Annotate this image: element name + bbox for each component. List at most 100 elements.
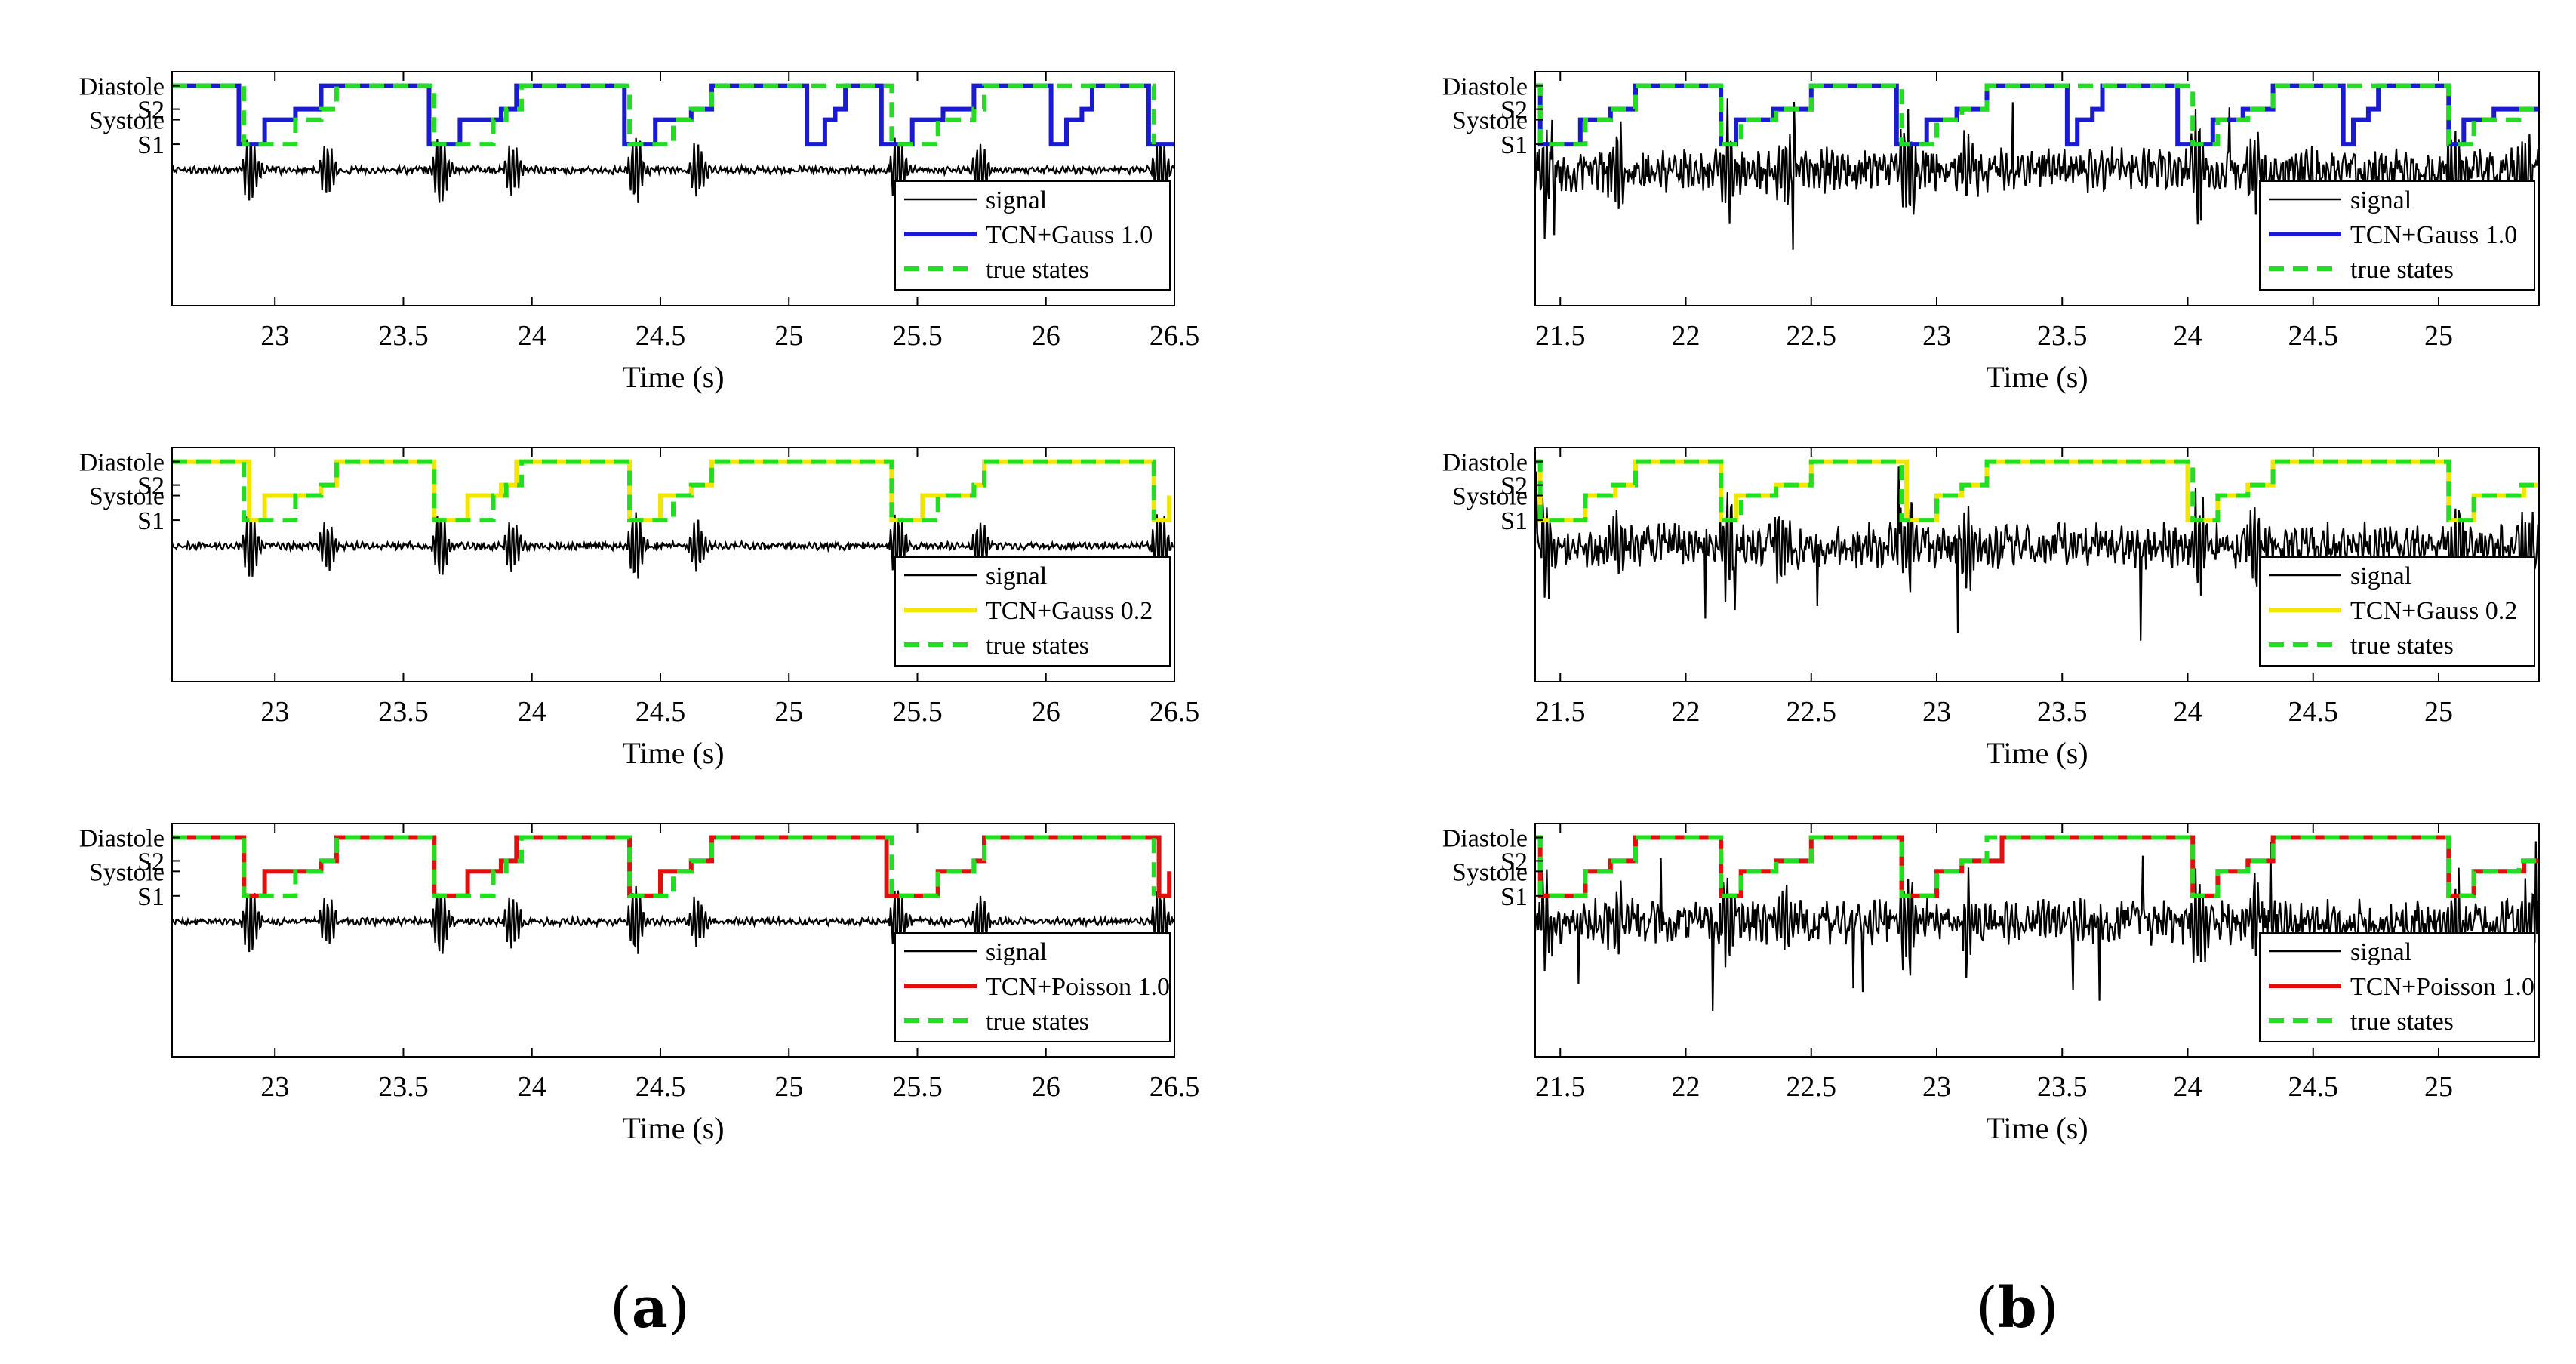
chart-a-3-true-states-line xyxy=(172,835,1156,898)
chart-a-2-xtick-label: 25 xyxy=(774,696,803,728)
chart-b-3-xtick-label: 22 xyxy=(1672,1071,1700,1103)
chart-b-2-axes-box xyxy=(1534,447,2540,682)
chart-b-1-xtick-label: 25 xyxy=(2424,320,2453,352)
chart-a-3-axes-box xyxy=(171,823,1175,1058)
chart-b-1-xtick-label: 23 xyxy=(1922,320,1951,352)
chart-a-2-true-states-line xyxy=(172,459,1156,523)
chart-a-2-legend-label: TCN+Gauss 0.2 xyxy=(986,597,1153,625)
chart-b-2-xtick-label: 23 xyxy=(1922,696,1951,728)
chart-a-3-ylabel-s2: S2 xyxy=(137,848,165,876)
chart-b-1-legend-label: TCN+Gauss 1.0 xyxy=(2350,221,2517,249)
chart-a-3-xtick-label: 25.5 xyxy=(892,1071,943,1103)
chart-a-3-ylabel-systole: Systole xyxy=(89,858,165,886)
panel-label-b-close: ) xyxy=(2036,1276,2059,1341)
chart-a-3-plot-area xyxy=(172,835,1174,954)
chart-b-1-xlabel: Time (s) xyxy=(1986,360,2088,394)
chart-b-1-signal-line xyxy=(1535,98,2539,250)
chart-b-1-xtick-label: 24.5 xyxy=(2288,320,2339,352)
chart-a-2-axes-box xyxy=(171,447,1175,682)
chart-a-1-legend-label: TCN+Gauss 1.0 xyxy=(986,221,1153,249)
chart-b-2-prediction-line xyxy=(1535,459,2539,523)
chart-b-1-xtick-label: 23.5 xyxy=(2037,320,2088,352)
chart-b-3-true-states-line xyxy=(1535,835,2539,898)
chart-a-1-xlabel: Time (s) xyxy=(622,360,724,394)
chart-b-3-prediction-line xyxy=(1535,835,2539,898)
chart-a-1-xtick-label: 25.5 xyxy=(892,320,943,352)
chart-a-1-xtick-label: 25 xyxy=(774,320,803,352)
chart-a-1-legend-label: true states xyxy=(986,256,1089,284)
panel-label-a: (a) xyxy=(610,1276,690,1341)
chart-b-2-ylabel-s2: S2 xyxy=(1500,473,1528,500)
chart-a-3-prediction-line xyxy=(172,835,1172,898)
chart-a-2-ylabel-systole: Systole xyxy=(89,483,165,511)
chart-b-1-legend-label: signal xyxy=(2350,186,2411,214)
chart-a-2-xtick-label: 24.5 xyxy=(636,696,686,728)
chart-a-2-prediction-line xyxy=(172,459,1172,523)
chart-b-1-ylabel-s2: S2 xyxy=(1500,97,1528,125)
chart-b-2-ylabel-s1: S1 xyxy=(1500,507,1528,535)
chart-b-3-ylabel-systole: Systole xyxy=(1452,858,1528,886)
chart-b-2-xtick-label: 21.5 xyxy=(1535,696,1586,728)
panel-label-b-letter: b xyxy=(1997,1276,2037,1341)
chart-a-3-xtick-label: 24 xyxy=(518,1071,546,1103)
chart-b-3-xlabel: Time (s) xyxy=(1986,1111,2088,1145)
chart-b-2-true-states-line xyxy=(1535,459,2539,523)
chart-a-2-ylabel-diastole: Diastole xyxy=(79,449,165,477)
chart-b-3-legend-label: TCN+Poisson 1.0 xyxy=(2350,973,2534,1001)
chart-b-1-xtick-label: 22 xyxy=(1672,320,1700,352)
chart-b-3-xtick-label: 23.5 xyxy=(2037,1071,2088,1103)
chart-b-3-ylabel-s2: S2 xyxy=(1500,848,1528,876)
chart-b-3-xtick-label: 21.5 xyxy=(1535,1071,1586,1103)
chart-b-1-legend-label: true states xyxy=(2350,256,2454,284)
chart-a-1-plot-area xyxy=(172,83,1174,204)
chart-a-2-plot-area xyxy=(172,459,1174,580)
chart-a-1-ylabel-systole: Systole xyxy=(89,107,165,135)
panel-label-a-letter: a xyxy=(631,1276,668,1341)
chart-a-3-ylabel-diastole: Diastole xyxy=(79,825,165,853)
chart-a-1-ylabel-s2: S2 xyxy=(137,97,165,125)
chart-a-1-xtick-label: 26.5 xyxy=(1150,320,1200,352)
chart-b-3-xtick-label: 22.5 xyxy=(1787,1071,1837,1103)
chart-b-1-xtick-label: 22.5 xyxy=(1787,320,1837,352)
chart-b-3-ylabel-s1: S1 xyxy=(1500,883,1528,911)
chart-b-1-ylabel-systole: Systole xyxy=(1452,107,1528,135)
chart-a-3-xtick-label: 24.5 xyxy=(636,1071,686,1103)
chart-a-2-xlabel: Time (s) xyxy=(622,736,724,770)
chart-b-3-xtick-label: 24 xyxy=(2174,1071,2202,1103)
chart-a-3-xtick-label: 25 xyxy=(774,1071,803,1103)
chart-b-2-legend-label: signal xyxy=(2350,562,2411,590)
chart-b-2-legend-label: true states xyxy=(2350,632,2454,660)
chart-a-2-signal-line xyxy=(172,512,1174,580)
chart-a-3-ylabel-s1: S1 xyxy=(137,883,165,911)
chart-a-1-xtick-label: 23.5 xyxy=(378,320,429,352)
chart-b-3-legend-label: true states xyxy=(2350,1008,2454,1036)
chart-a-3-xtick-label: 23.5 xyxy=(378,1071,429,1103)
chart-a-3-legend-label: true states xyxy=(986,1008,1089,1036)
chart-b-2-ylabel-diastole: Diastole xyxy=(1442,449,1528,477)
chart-b-1-prediction-line xyxy=(1535,83,2539,147)
chart-b-2-signal-line xyxy=(1535,466,2539,641)
chart-b-1-true-states-line xyxy=(1535,83,2539,147)
chart-a-1-xtick-label: 24.5 xyxy=(636,320,686,352)
chart-a-1-xtick-label: 24 xyxy=(518,320,546,352)
chart-b-2-xtick-label: 24 xyxy=(2174,696,2202,728)
chart-b-3-xtick-label: 25 xyxy=(2424,1071,2453,1103)
chart-a-1-xtick-label: 23 xyxy=(260,320,289,352)
panel-label-a-close: ) xyxy=(667,1276,690,1341)
chart-a-2-xtick-label: 26 xyxy=(1032,696,1060,728)
chart-b-2-xtick-label: 23.5 xyxy=(2037,696,2088,728)
chart-b-3-xtick-label: 24.5 xyxy=(2288,1071,2339,1103)
chart-a-3-signal-line xyxy=(172,885,1174,954)
chart-a-2-ylabel-s2: S2 xyxy=(137,473,165,500)
chart-a-3-xtick-label: 26.5 xyxy=(1150,1071,1200,1103)
chart-a-2-xtick-label: 25.5 xyxy=(892,696,943,728)
chart-b-1-xtick-label: 21.5 xyxy=(1535,320,1586,352)
chart-a-3-xlabel: Time (s) xyxy=(622,1111,724,1145)
chart-a-2-legend-label: true states xyxy=(986,632,1089,660)
